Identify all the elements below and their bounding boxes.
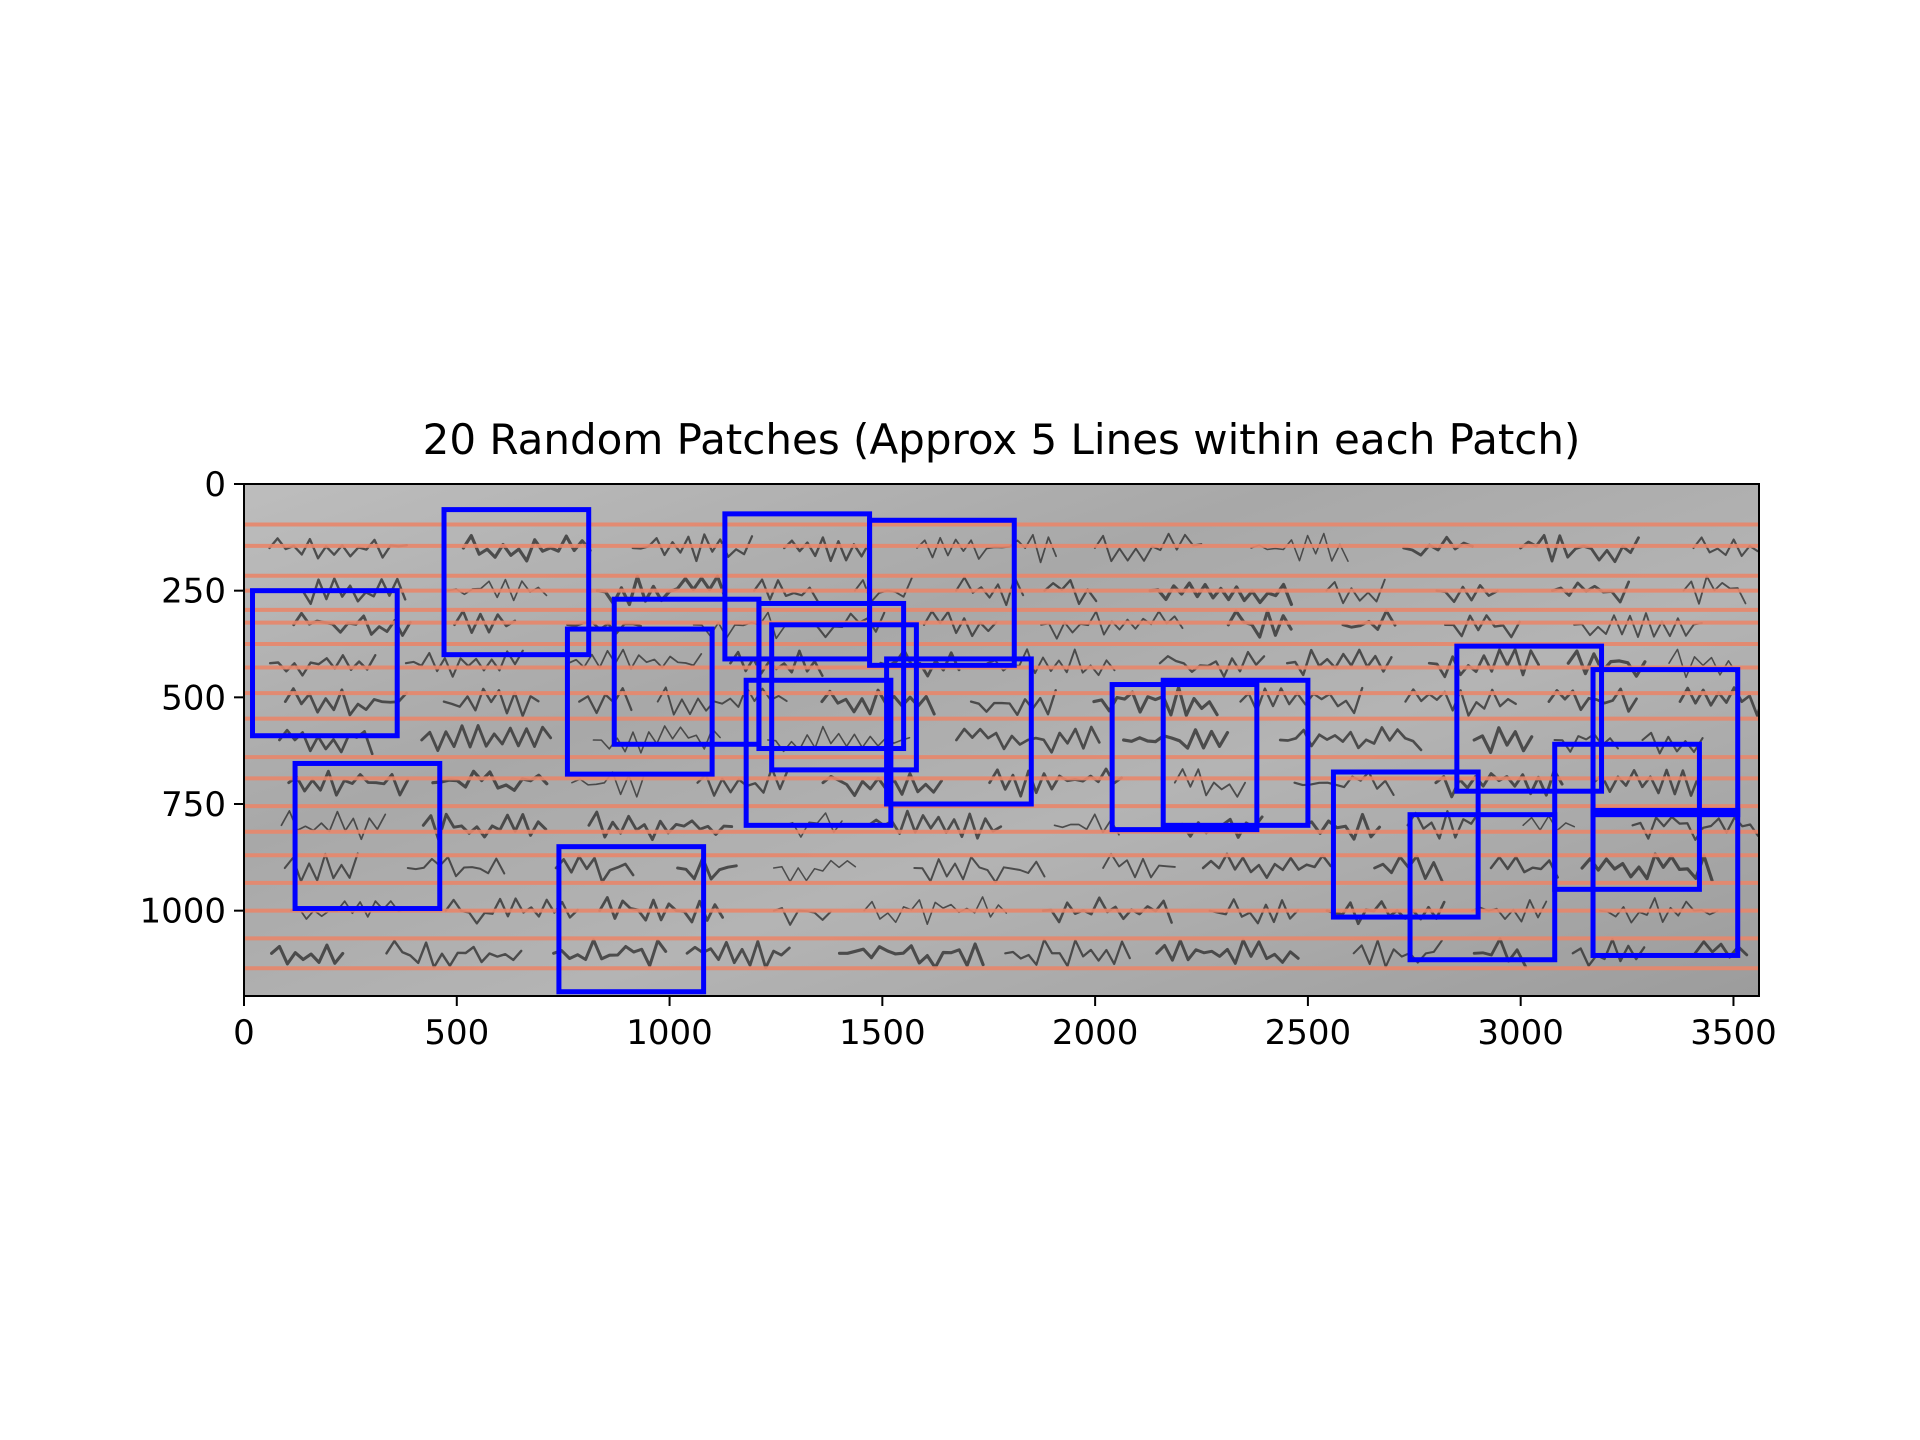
patch-box	[743, 677, 894, 828]
handwriting-stroke	[631, 533, 754, 563]
handwriting-stroke	[1678, 686, 1759, 717]
patch-box	[884, 656, 1034, 807]
plot-frame	[243, 483, 1760, 997]
handwriting-stroke	[1239, 686, 1364, 715]
handwriting-stroke	[587, 810, 734, 842]
patch-box	[441, 507, 592, 658]
handwriting-stroke	[1435, 584, 1499, 604]
y-tick-label: 750	[161, 785, 226, 825]
handwriting-stroke	[1489, 855, 1559, 879]
handwriting-stroke	[1406, 810, 1481, 840]
handwriting-stroke	[406, 856, 506, 878]
patch-box	[1407, 812, 1558, 963]
handwriting-stroke	[1580, 852, 1714, 883]
handwriting-stroke	[1201, 852, 1332, 879]
y-tick-label: 1000	[139, 892, 226, 932]
handwriting-stroke	[1293, 771, 1395, 796]
patch-box	[1330, 769, 1481, 920]
handwriting-stroke	[1325, 578, 1386, 605]
handwriting-stroke	[955, 725, 1101, 754]
handwriting-stroke	[420, 724, 553, 753]
handwriting-stroke	[821, 772, 943, 797]
handwriting-stroke	[676, 856, 738, 881]
handwriting-stroke	[554, 855, 635, 884]
handwriting-stroke	[916, 533, 1057, 564]
handwriting-stroke	[461, 534, 592, 563]
handwriting-stroke	[1472, 726, 1534, 755]
y-tick-label: 500	[161, 678, 226, 718]
patch-boxes	[250, 507, 1741, 995]
y-tick-label: 0	[204, 465, 226, 505]
handwriting-stroke	[268, 654, 377, 677]
patch-box	[1160, 677, 1311, 828]
patch-box	[1454, 643, 1605, 794]
patch-box	[292, 760, 443, 912]
handwriting-stroke	[385, 939, 523, 969]
handwriting-stroke	[1592, 768, 1701, 797]
handwriting-stroke	[270, 943, 345, 966]
x-tick-label: 3500	[1690, 1013, 1777, 1053]
handwriting-stroke	[1093, 532, 1203, 563]
x-tick-label: 2000	[1052, 1013, 1139, 1053]
handwriting-stroke	[421, 812, 548, 841]
x-tick-label: 1500	[839, 1013, 926, 1053]
handwriting-stroke	[1208, 898, 1300, 925]
handwriting-stroke	[1278, 726, 1423, 752]
handwriting-stroke	[913, 856, 1046, 884]
patch-box	[250, 588, 400, 739]
handwriting-stroke	[1571, 938, 1646, 967]
x-tick-label: 1000	[626, 1013, 713, 1053]
handwriting-stroke	[1148, 581, 1294, 607]
handwriting-stroke	[442, 687, 540, 718]
patch-box	[556, 844, 707, 995]
handwriting-stroke	[1155, 938, 1300, 965]
handwriting-stroke	[1004, 938, 1131, 968]
handwriting-stroke	[1285, 648, 1393, 677]
x-tick-label: 500	[424, 1013, 489, 1053]
handwriting-stroke	[1250, 532, 1349, 562]
patch-box	[756, 600, 907, 752]
x-tick-label: 2500	[1265, 1013, 1352, 1053]
handwriting-stroke	[283, 687, 408, 717]
patch-box	[769, 622, 919, 773]
handwriting-stroke	[1404, 688, 1517, 717]
handwriting-stroke	[772, 859, 857, 883]
handwriting-stroke	[1121, 728, 1230, 750]
y-axis: 0 250 500 750 1000	[139, 465, 244, 932]
handwriting-stroke	[922, 610, 998, 638]
x-tick-label: 0	[233, 1013, 255, 1053]
handwriting-stroke	[1352, 939, 1443, 968]
handwriting-stroke	[1102, 852, 1176, 879]
handwriting-stroke	[1158, 650, 1266, 678]
handwriting-stroke	[837, 942, 985, 970]
patch-box	[564, 626, 715, 777]
handwriting-stroke	[1053, 813, 1120, 836]
chart-title: 20 Random Patches (Approx 5 Lines within…	[423, 415, 1581, 464]
handwriting-stroke	[969, 689, 1057, 716]
handwriting-stroke	[404, 649, 524, 678]
x-tick-label: 3000	[1477, 1013, 1564, 1053]
plot-area	[244, 484, 1759, 996]
y-tick-label: 250	[161, 572, 226, 612]
x-axis: 0 500 1000 1500 2000 2500 3000 3500	[233, 996, 1777, 1053]
handwriting-stroke	[552, 938, 668, 968]
patch-box	[1109, 682, 1260, 833]
patch-box	[1590, 807, 1741, 958]
patch-box	[867, 517, 1017, 668]
handwriting-stroke	[1301, 812, 1382, 841]
handwriting-stroke	[692, 611, 786, 640]
handwriting-stroke	[280, 810, 387, 841]
handwriting-stroke	[863, 896, 1008, 925]
text-line-markers	[244, 522, 1759, 971]
